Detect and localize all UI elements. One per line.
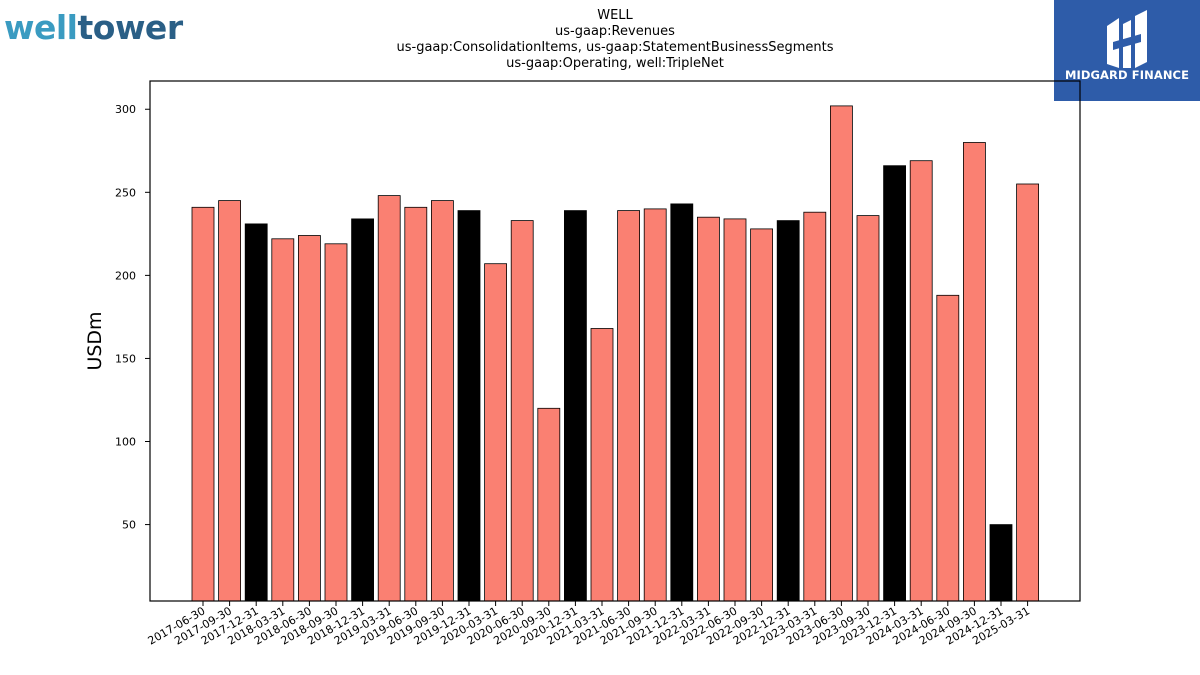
y-tick-label: 200 <box>115 269 136 282</box>
bar-2019-03-31 <box>377 195 401 602</box>
y-tick-label: 50 <box>122 519 136 532</box>
bar-2021-03-31 <box>590 328 614 602</box>
bars-group <box>191 105 1039 602</box>
y-axis-label: USDm <box>84 311 106 370</box>
bar-2020-03-31 <box>484 263 508 602</box>
midgard-logo-text: MIDGARD FINANCE <box>1064 68 1190 82</box>
bar-2023-03-31 <box>803 211 827 602</box>
bar-2017-09-30 <box>218 200 242 602</box>
title-line-3: us-gaap:ConsolidationItems, us-gaap:Stat… <box>396 40 834 55</box>
title-line-4: us-gaap:Operating, well:TripleNet <box>506 56 724 71</box>
welltower-logo-part2: tower <box>77 8 184 47</box>
bar-2023-06-30 <box>830 105 853 602</box>
bar-2018-09-30 <box>324 243 348 602</box>
title-line-1: WELL <box>597 8 633 23</box>
welltower-logo: welltower <box>4 6 183 50</box>
bar-2025-03-31 <box>1016 183 1039 602</box>
title-line-2: us-gaap:Revenues <box>555 24 675 39</box>
bar-2022-03-31 <box>697 216 720 602</box>
bar-2017-06-30 <box>191 206 215 602</box>
bar-2023-12-31 <box>883 165 906 602</box>
x-axis: 2017-06-302017-09-302017-12-312018-03-31… <box>146 601 1032 648</box>
y-tick-label: 300 <box>115 103 136 116</box>
bar-2019-12-31 <box>457 210 481 602</box>
bar-2020-12-31 <box>564 210 587 602</box>
bar-2024-03-31 <box>909 160 933 602</box>
bar-2017-12-31 <box>244 223 268 602</box>
bar-2018-12-31 <box>351 218 375 602</box>
chart-title: WELL us-gaap:Revenues us-gaap:Consolidat… <box>315 8 915 72</box>
y-tick-label: 150 <box>115 352 136 365</box>
bar-2024-12-31 <box>989 524 1013 602</box>
bar-2022-12-31 <box>776 220 800 602</box>
bar-2024-09-30 <box>963 142 986 602</box>
bar-2021-12-31 <box>670 203 694 602</box>
y-tick-label: 250 <box>115 186 136 199</box>
midgard-finance-logo: MIDGARD FINANCE <box>1054 0 1200 101</box>
plot-frame <box>149 80 1081 602</box>
y-axis: 50 100 150 200 250 300 <box>115 103 150 532</box>
bar-2024-06-30 <box>936 294 960 602</box>
bar-2020-06-30 <box>510 220 534 602</box>
bar-2019-06-30 <box>404 206 428 602</box>
bar-2021-06-30 <box>617 210 640 602</box>
bar-2019-09-30 <box>430 200 454 602</box>
bar-2021-09-30 <box>643 208 667 602</box>
bar-2022-09-30 <box>750 228 773 602</box>
bar-2023-09-30 <box>856 215 880 602</box>
bar-2020-09-30 <box>537 407 561 602</box>
welltower-logo-part1: well <box>4 8 78 47</box>
y-tick-label: 100 <box>115 436 136 449</box>
bar-2018-03-31 <box>271 238 295 602</box>
bar-2022-06-30 <box>723 218 747 602</box>
bar-2018-06-30 <box>297 235 321 602</box>
midgard-mark-icon <box>1107 10 1147 68</box>
